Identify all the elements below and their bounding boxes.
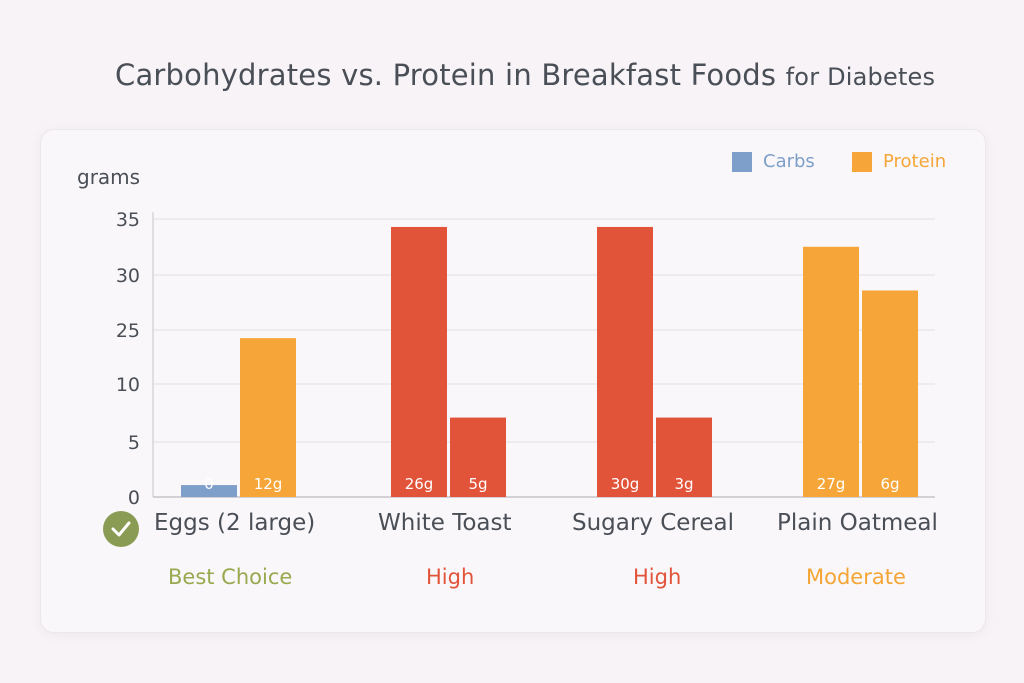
bar-carbs-2 [597,226,653,497]
bar-protein-0 [240,338,296,497]
y-tick-label: 10 [116,374,140,396]
legend-item-carbs: Carbs [732,151,815,172]
check-circle-icon [103,511,139,547]
data-label-carbs-3: 27g [817,475,846,493]
data-label-carbs-0: 0 [204,475,214,493]
legend-swatch-protein [852,151,872,172]
category-label-sugary-cereal: Sugary Cereal [572,510,735,536]
data-label-protein-0: 12g [254,475,283,493]
status-badge-sugary-cereal: High [633,565,682,589]
category-label-plain-oatmeal: Plain Oatmeal [777,510,938,536]
bar-protein-2 [656,417,712,497]
status-badge-eggs: Best Choice [168,565,293,589]
y-axis-unit-label: grams [77,165,141,189]
bar-carbs-3 [803,246,859,497]
legend-swatch-carbs [732,151,752,172]
status-badge-white-toast: High [426,565,475,589]
bar-carbs-1 [391,226,447,497]
legend-label-protein: Protein [883,151,947,172]
data-label-protein-1: 5g [468,475,487,493]
chart-title: Carbohydrates vs. Protein in Breakfast F… [115,58,935,92]
bar-protein-3 [862,290,918,497]
y-tick-label: 0 [128,487,140,509]
bar-carbs-0 [181,485,237,497]
y-tick-label: 5 [128,432,140,454]
data-label-carbs-2: 30g [611,475,640,493]
y-tick-label: 30 [116,265,140,287]
y-tick-label: 35 [116,209,140,231]
legend-item-protein: Protein [852,151,946,172]
category-label-eggs: Eggs (2 large) [154,510,316,536]
legend-label-carbs: Carbs [763,151,815,172]
status-badge-plain-oatmeal: Moderate [806,565,906,589]
data-label-protein-3: 6g [880,475,899,493]
data-label-carbs-1: 26g [405,475,434,493]
data-label-protein-2: 3g [674,475,693,493]
chart-title-suffix: for Diabetes [785,63,936,91]
y-tick-label: 25 [116,320,140,342]
bar-protein-1 [450,417,506,497]
category-label-white-toast: White Toast [378,510,512,536]
chart-title-main: Carbohydrates vs. Protein in Breakfast F… [115,58,777,92]
